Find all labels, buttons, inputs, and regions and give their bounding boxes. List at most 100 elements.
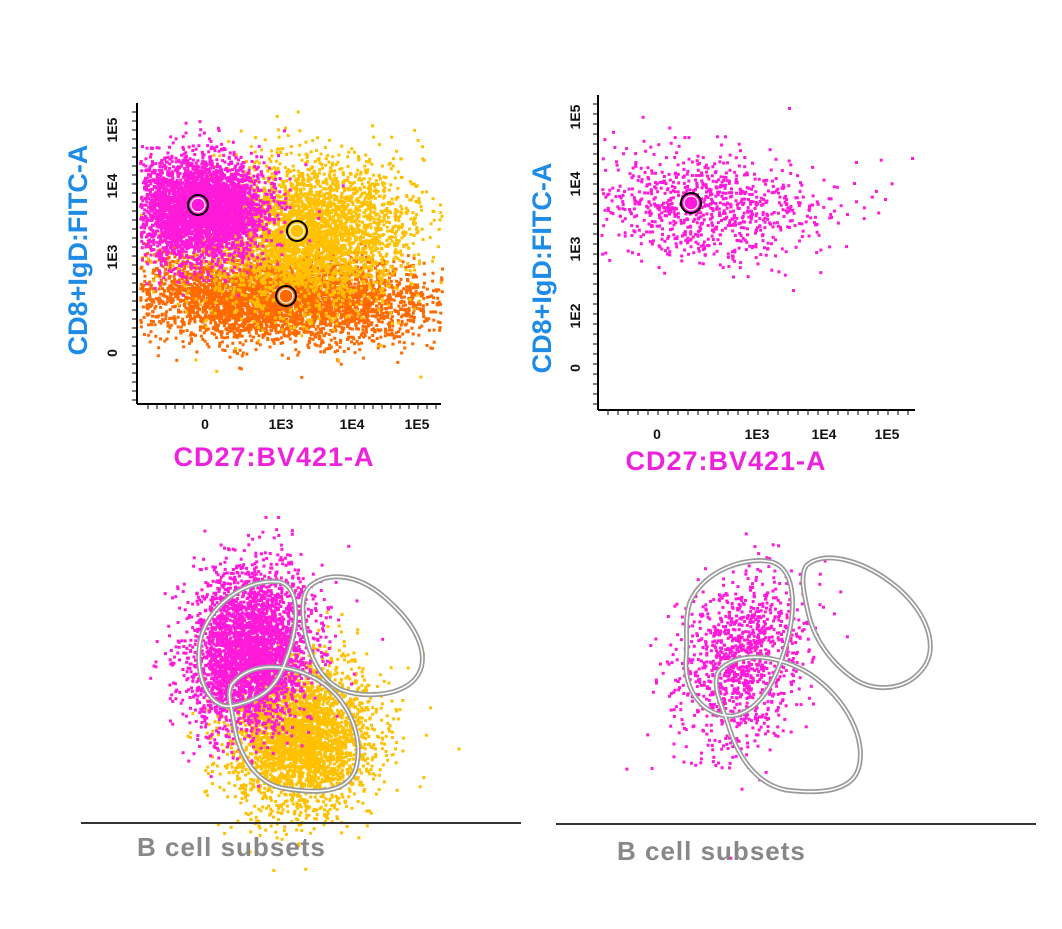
point-orange bbox=[244, 339, 248, 343]
point-orange bbox=[390, 331, 394, 335]
point-orange bbox=[303, 330, 307, 334]
point-orange bbox=[308, 336, 312, 340]
point-orange bbox=[189, 283, 193, 287]
point-orange bbox=[231, 303, 235, 307]
point-orange bbox=[222, 303, 226, 307]
point-orange bbox=[406, 330, 410, 334]
point-orange bbox=[265, 323, 269, 327]
point-orange bbox=[264, 321, 268, 325]
point-orange bbox=[159, 321, 163, 325]
point-orange bbox=[422, 285, 426, 289]
point-orange bbox=[327, 333, 331, 337]
point-orange bbox=[392, 298, 396, 302]
point-orange bbox=[203, 301, 207, 305]
point-orange bbox=[268, 332, 272, 336]
point-gold bbox=[304, 308, 308, 312]
point-orange bbox=[187, 283, 191, 286]
point-orange bbox=[160, 287, 164, 291]
point-orange bbox=[244, 328, 248, 332]
point-orange bbox=[350, 327, 354, 331]
point-orange bbox=[199, 299, 203, 303]
point-orange bbox=[436, 301, 440, 305]
point-orange bbox=[199, 283, 203, 287]
point-orange bbox=[282, 322, 286, 326]
point-orange bbox=[326, 304, 330, 308]
point-orange bbox=[195, 350, 199, 354]
point-orange bbox=[164, 312, 168, 316]
point-gold bbox=[203, 299, 207, 303]
point-gold bbox=[253, 150, 257, 154]
point-orange bbox=[142, 315, 146, 319]
point-orange bbox=[290, 319, 294, 323]
point-orange bbox=[348, 320, 352, 324]
point-orange bbox=[400, 315, 403, 319]
point-orange bbox=[139, 319, 143, 322]
point-orange bbox=[422, 314, 425, 318]
point-orange bbox=[297, 290, 300, 294]
point-orange bbox=[246, 320, 250, 324]
point-orange bbox=[411, 305, 415, 309]
point-gold bbox=[174, 260, 178, 263]
point-orange bbox=[225, 320, 229, 323]
point-orange bbox=[233, 283, 237, 287]
point-orange bbox=[263, 296, 267, 300]
point-orange bbox=[210, 293, 213, 297]
point-orange bbox=[231, 276, 235, 280]
point-orange bbox=[170, 279, 174, 283]
point-orange bbox=[257, 334, 261, 338]
point-orange bbox=[339, 338, 343, 342]
point-orange bbox=[322, 327, 326, 331]
point-orange bbox=[374, 315, 378, 319]
point-orange bbox=[179, 329, 182, 333]
point-orange bbox=[269, 304, 273, 308]
point-orange bbox=[421, 304, 425, 308]
point-orange bbox=[230, 329, 234, 333]
point-orange bbox=[383, 334, 387, 338]
point-gold bbox=[257, 339, 261, 343]
point-orange bbox=[237, 333, 241, 337]
point-orange bbox=[406, 318, 410, 322]
point-orange bbox=[392, 290, 396, 293]
point-orange bbox=[196, 276, 200, 280]
point-orange bbox=[357, 336, 361, 339]
point-orange bbox=[363, 321, 367, 325]
point-orange bbox=[176, 297, 180, 301]
point-orange bbox=[213, 315, 217, 319]
point-orange bbox=[233, 316, 237, 320]
point-gold bbox=[371, 245, 375, 249]
point-orange bbox=[353, 351, 357, 355]
point-gold bbox=[289, 151, 293, 155]
point-gold bbox=[267, 179, 270, 183]
point-orange bbox=[264, 327, 268, 331]
point-orange bbox=[225, 332, 229, 336]
point-orange bbox=[213, 321, 217, 324]
point-orange bbox=[370, 328, 374, 332]
point-orange bbox=[294, 329, 298, 333]
point-gold bbox=[352, 181, 356, 184]
point-orange bbox=[361, 328, 365, 332]
point-orange bbox=[380, 303, 384, 307]
point-orange bbox=[218, 314, 222, 318]
point-gold bbox=[417, 253, 421, 257]
point-orange bbox=[203, 305, 207, 309]
point-orange bbox=[405, 285, 409, 289]
point-orange bbox=[225, 306, 229, 310]
point-orange bbox=[248, 319, 252, 323]
point-orange bbox=[421, 307, 425, 311]
point-orange bbox=[144, 288, 148, 292]
point-orange bbox=[341, 320, 345, 324]
point-orange bbox=[179, 325, 183, 329]
point-orange bbox=[330, 306, 334, 310]
point-orange bbox=[393, 335, 397, 339]
point-orange bbox=[388, 325, 391, 329]
point-orange bbox=[206, 293, 210, 296]
point-orange bbox=[246, 296, 250, 300]
point-orange bbox=[163, 282, 167, 286]
point-orange bbox=[309, 296, 313, 300]
point-orange bbox=[312, 296, 315, 299]
point-orange bbox=[439, 302, 442, 306]
point-orange bbox=[440, 278, 444, 282]
point-orange bbox=[332, 311, 336, 315]
point-orange bbox=[353, 282, 357, 286]
point-orange bbox=[198, 325, 202, 329]
